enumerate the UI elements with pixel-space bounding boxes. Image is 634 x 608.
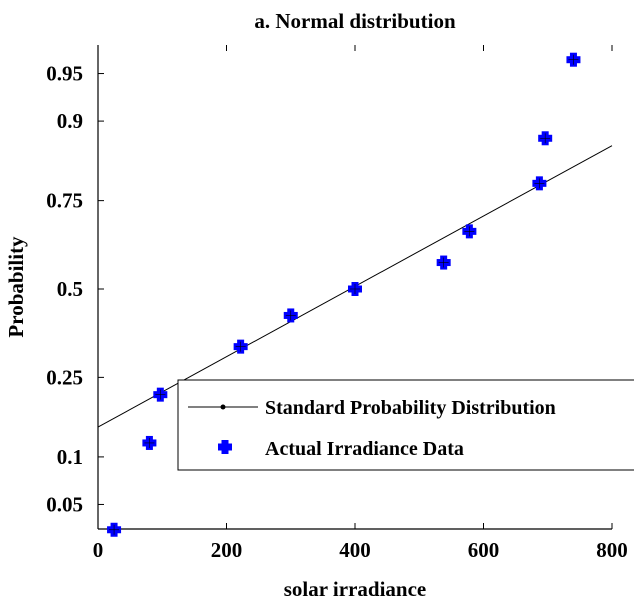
y-tick-label: 0.05 [46, 492, 83, 516]
data-point [538, 131, 553, 146]
legend-dot-swatch [220, 404, 226, 410]
x-tick-label: 400 [339, 538, 371, 562]
legend: Standard Probability Distribution Actual… [177, 379, 634, 471]
legend-item-standard-probability-distribution: Standard Probability Distribution [188, 397, 556, 419]
legend-label-actual: Actual Irradiance Data [265, 438, 464, 460]
legend-marker-swatch [218, 440, 232, 454]
data-point [233, 339, 248, 354]
legend-label-standard: Standard Probability Distribution [265, 397, 556, 419]
y-tick-label: 0.1 [57, 445, 83, 469]
legend-item-actual-irradiance-data: Actual Irradiance Data [218, 438, 464, 460]
data-point [532, 176, 547, 191]
x-tick-label: 800 [596, 538, 628, 562]
data-point [436, 255, 451, 270]
data-point [566, 52, 581, 67]
series-actual-irradiance-data [107, 52, 581, 537]
y-tick-label: 0.5 [57, 277, 83, 301]
x-ticks: 0 200 400 600 800 [93, 45, 628, 562]
y-tick-label: 0.75 [46, 189, 83, 213]
y-axis-label: Probability [4, 236, 28, 338]
legend-box [177, 379, 634, 471]
y-tick-label: 0.25 [46, 365, 83, 389]
data-point [348, 282, 362, 296]
x-tick-label: 0 [93, 538, 104, 562]
x-tick-label: 200 [211, 538, 243, 562]
x-axis-label: solar irradiance [284, 577, 427, 601]
data-point [283, 308, 298, 323]
data-point [107, 522, 122, 537]
y-ticks: 0.05 0.1 0.25 0.5 0.75 0.9 0.95 [46, 62, 104, 516]
y-tick-label: 0.95 [46, 62, 83, 86]
chart-title: a. Normal distribution [254, 9, 456, 33]
y-tick-label: 0.9 [57, 109, 83, 133]
data-point [153, 387, 168, 402]
x-tick-label: 600 [468, 538, 500, 562]
data-point [462, 224, 477, 239]
data-point [142, 435, 157, 450]
